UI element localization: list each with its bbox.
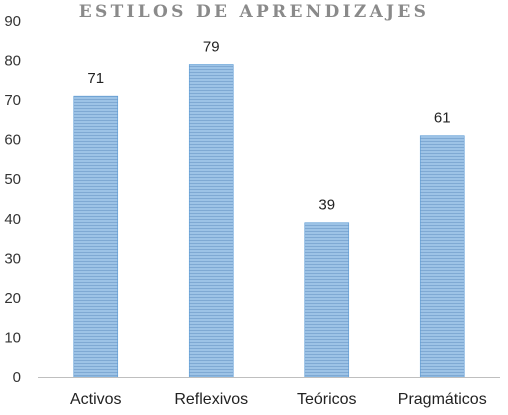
bar-value-label: 61	[434, 110, 451, 127]
y-tick-label: 40	[4, 211, 21, 228]
bar	[419, 135, 465, 378]
y-tick-label: 10	[4, 329, 21, 346]
bar-value-label: 79	[203, 39, 220, 56]
bar	[188, 64, 234, 378]
x-category-label: Pragmáticos	[398, 391, 487, 408]
y-tick-label: 30	[4, 250, 21, 267]
x-category-label: Teóricos	[297, 391, 357, 408]
y-tick-label: 90	[4, 13, 21, 30]
bar-value-label: 71	[87, 70, 104, 87]
chart-title: ESTILOS DE APRENDIZAJES	[78, 2, 430, 22]
x-axis-category-labels: Activos Reflexivos Teóricos Pragmáticos	[70, 391, 487, 408]
y-axis-tick-labels: 0 10 20 30 40 50 60 70 80 90	[4, 13, 21, 386]
bar	[304, 222, 350, 378]
bars	[73, 64, 465, 378]
y-tick-label: 60	[4, 132, 21, 149]
y-tick-label: 80	[4, 53, 21, 70]
y-tick-label: 70	[4, 92, 21, 109]
y-tick-label: 20	[4, 290, 21, 307]
y-tick-label: 50	[4, 171, 21, 188]
y-tick-label: 0	[13, 369, 21, 386]
data-labels: 71 79 39 61	[87, 39, 450, 214]
x-category-label: Reflexivos	[174, 391, 248, 408]
x-category-label: Activos	[70, 391, 122, 408]
bar-value-label: 39	[318, 197, 335, 214]
bar	[73, 95, 119, 378]
